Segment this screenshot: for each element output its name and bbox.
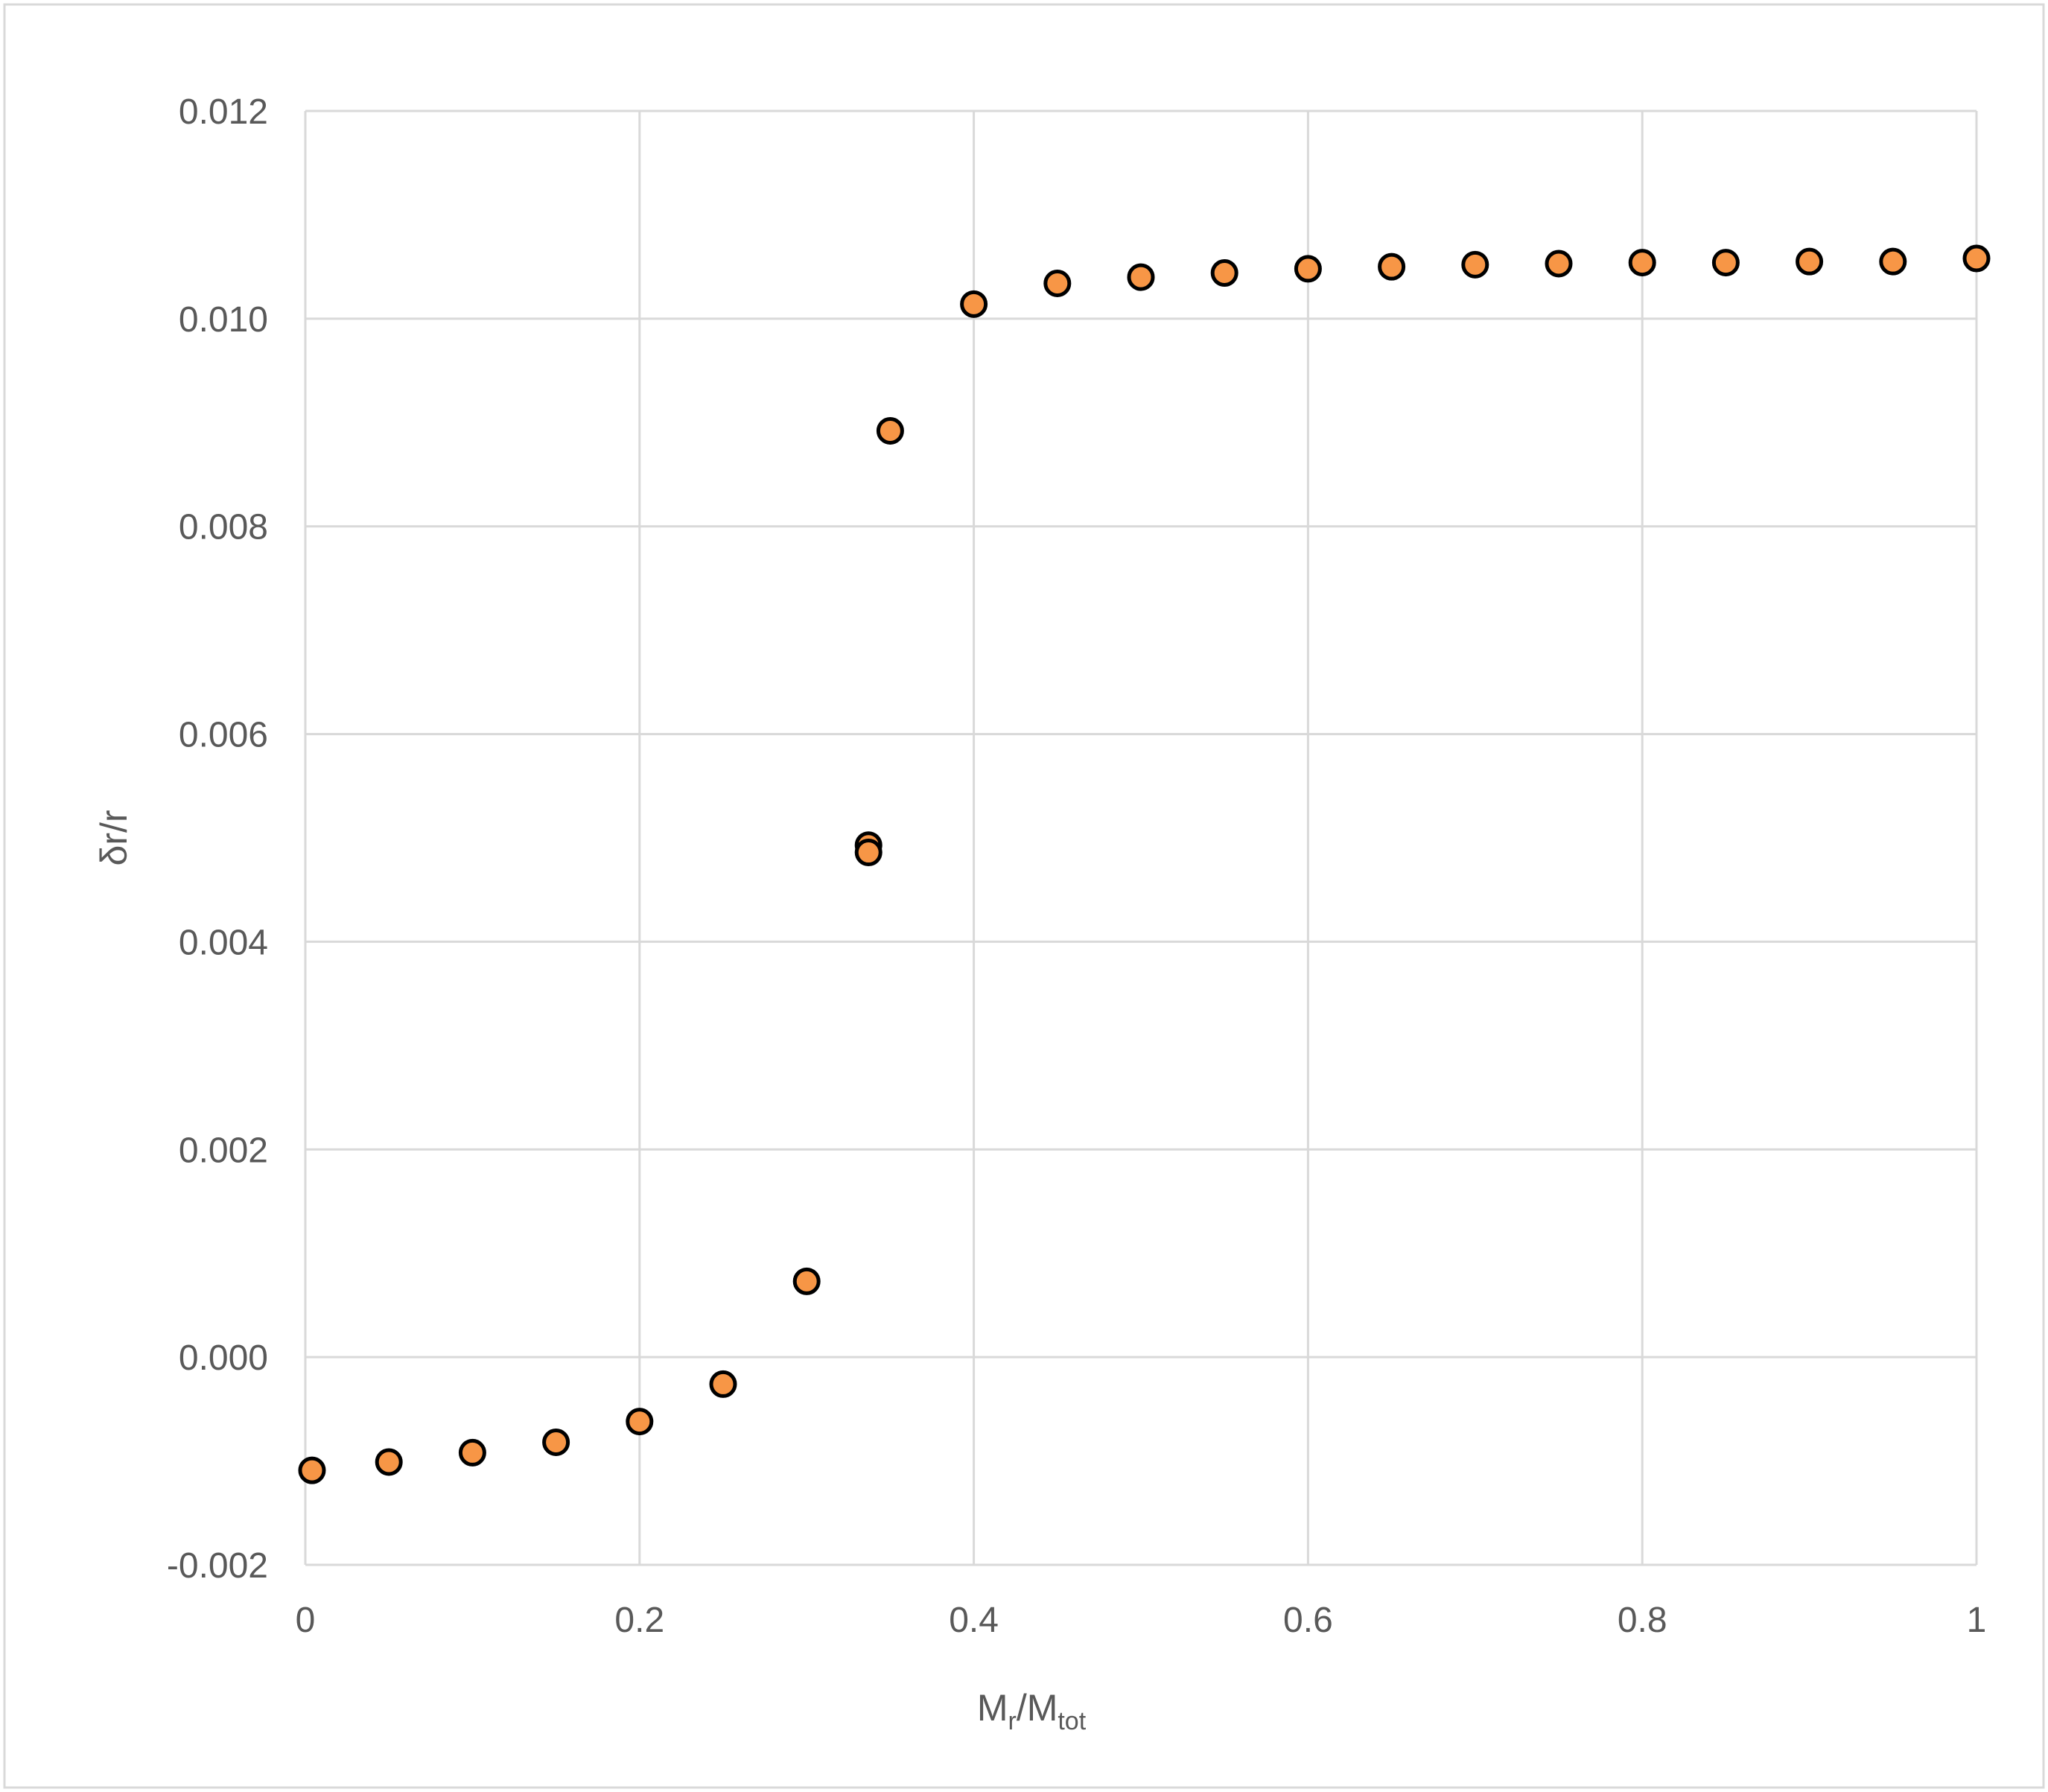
data-point xyxy=(1545,250,1573,278)
data-point xyxy=(1127,263,1155,291)
y-tick-label: -0.002 xyxy=(167,1546,268,1586)
y-tick-label: 0.004 xyxy=(179,923,268,962)
y-tick-label: 0.008 xyxy=(179,508,268,547)
x-tick-label: 0 xyxy=(296,1601,316,1640)
data-point xyxy=(1210,259,1238,287)
data-point xyxy=(1879,247,1907,276)
data-point xyxy=(542,1428,570,1456)
data-point xyxy=(1461,250,1489,279)
y-tick-label: 0.002 xyxy=(179,1131,268,1170)
data-point xyxy=(1294,255,1322,283)
data-point xyxy=(1043,269,1072,297)
data-point xyxy=(1628,249,1656,277)
chart-frame xyxy=(3,3,2045,1789)
x-tick-label: 0.2 xyxy=(614,1601,664,1640)
data-point xyxy=(626,1408,654,1436)
data-point xyxy=(375,1448,403,1476)
y-tick-label: 0.006 xyxy=(179,716,268,755)
y-tick-label: 0.012 xyxy=(179,92,268,132)
data-point xyxy=(854,839,883,867)
data-point xyxy=(876,416,904,445)
data-point xyxy=(709,1370,737,1398)
x-tick-label: 0.4 xyxy=(949,1601,999,1640)
y-tick-label: 0.000 xyxy=(179,1338,268,1378)
tick-labels: -0.002 0.000 0.002 0.004 0.006 0.008 0.010 0.01… xyxy=(167,92,1986,1640)
x-tick-label: 0.6 xyxy=(1283,1601,1333,1640)
data-point xyxy=(1711,249,1740,277)
data-point xyxy=(298,1456,326,1484)
data-point xyxy=(792,1267,821,1295)
data-point xyxy=(1962,244,1991,273)
data-point xyxy=(960,290,988,318)
data-point xyxy=(458,1438,486,1467)
gridlines xyxy=(304,109,1978,1566)
x-tick-label: 0.8 xyxy=(1618,1601,1667,1640)
y-tick-label: 0.010 xyxy=(179,300,268,340)
x-tick-label: 1 xyxy=(1967,1601,1987,1640)
y-axis-title: δr/r xyxy=(93,810,135,865)
x-axis-title: Mr/Mtot xyxy=(977,1687,1087,1735)
data-point xyxy=(1796,247,1824,276)
data-point xyxy=(1378,252,1406,281)
data-points xyxy=(298,244,1991,1484)
